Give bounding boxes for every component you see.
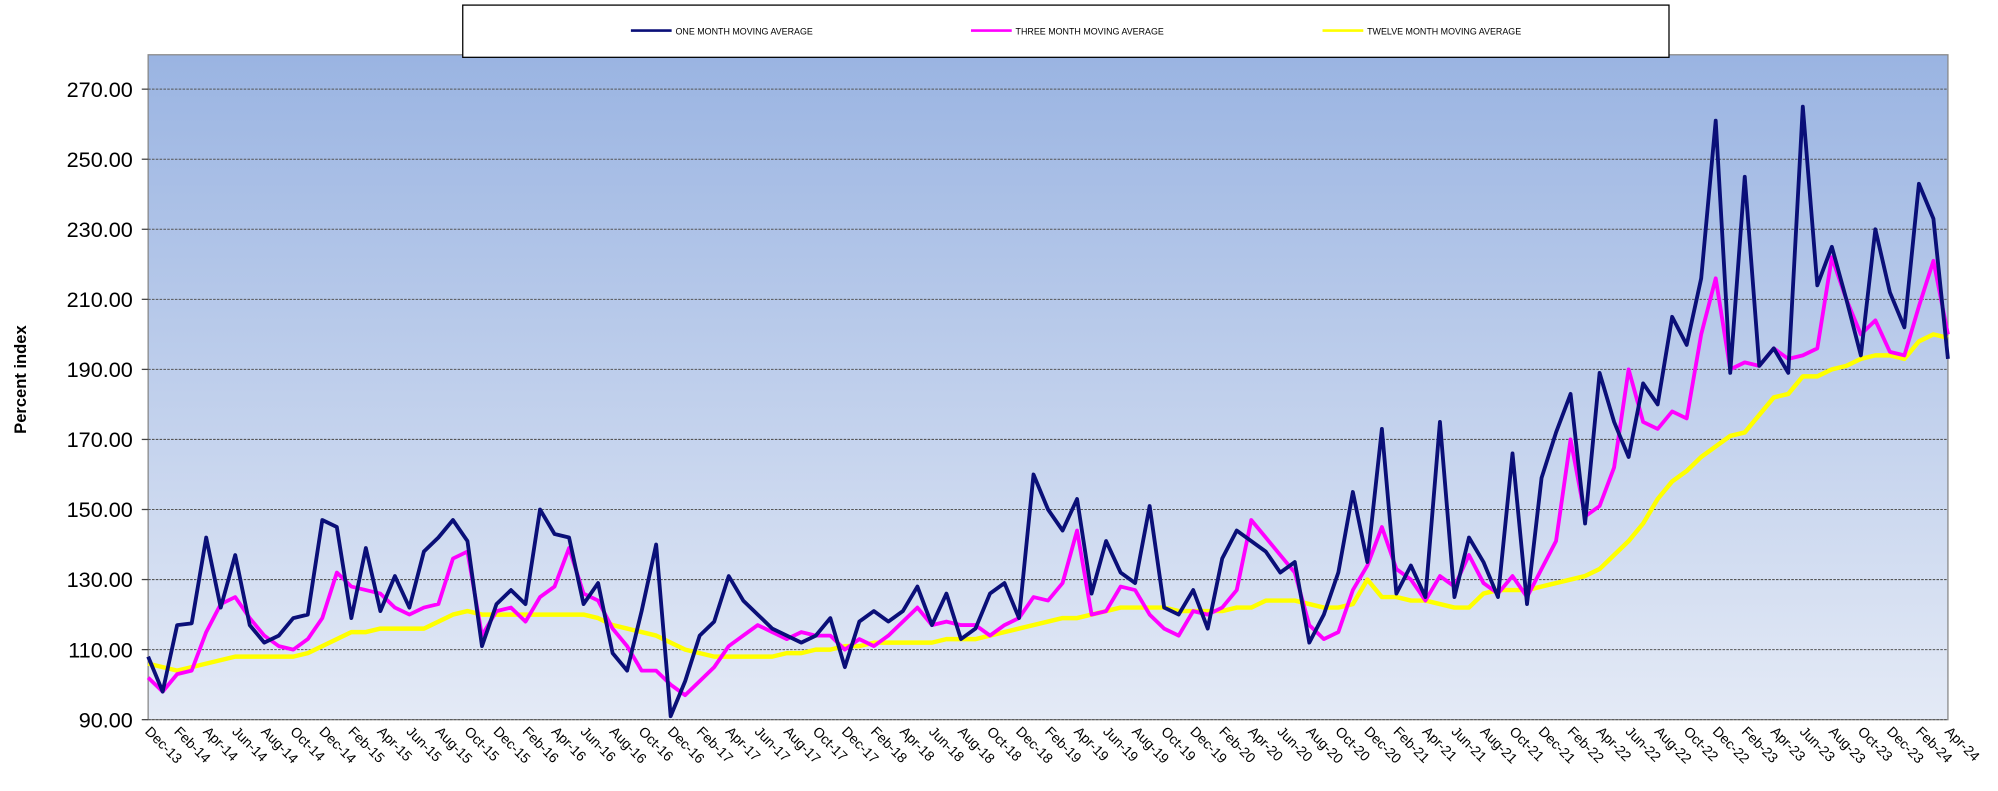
legend-label: ONE MONTH MOVING AVERAGE bbox=[675, 26, 812, 36]
series-line bbox=[146, 104, 1950, 719]
y-tick-label: 230.00 bbox=[67, 217, 133, 242]
y-tick-label: 190.00 bbox=[67, 357, 133, 382]
legend-label: TWELVE MONTH MOVING AVERAGE bbox=[1367, 26, 1521, 36]
y-tick-label: 130.00 bbox=[67, 567, 133, 592]
y-axis-label: Percent index bbox=[11, 325, 30, 434]
y-tick-label: 150.00 bbox=[67, 497, 133, 522]
y-tick-label: 270.00 bbox=[67, 77, 133, 102]
y-tick-label: 250.00 bbox=[67, 147, 133, 172]
series-line bbox=[146, 255, 1950, 698]
y-tick-label: 90.00 bbox=[79, 707, 133, 732]
series-line bbox=[147, 332, 1949, 673]
y-tick-label: 210.00 bbox=[67, 287, 133, 312]
y-tick-label: 110.00 bbox=[68, 637, 133, 662]
y-tick-label: 170.00 bbox=[67, 427, 133, 452]
legend-label: THREE MONTH MOVING AVERAGE bbox=[1016, 26, 1164, 36]
